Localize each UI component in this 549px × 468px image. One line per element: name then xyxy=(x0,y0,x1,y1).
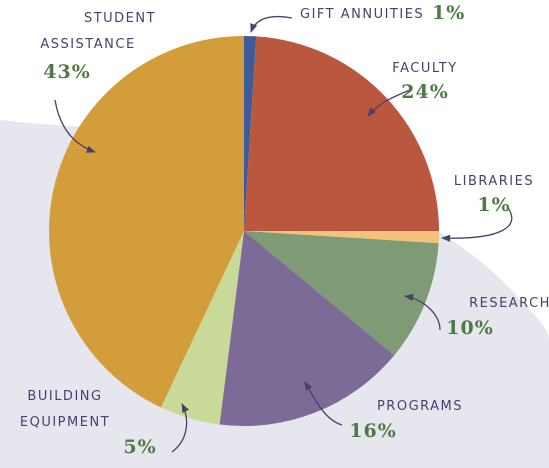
slice-value-label: 1% xyxy=(432,2,465,24)
pie-slice xyxy=(160,231,244,425)
pie-slice xyxy=(244,231,439,356)
pie-slice xyxy=(219,231,395,426)
slice-label: RESEARCH xyxy=(469,296,549,311)
pie-slice xyxy=(244,36,257,231)
slice-value-label: 1% xyxy=(477,194,510,216)
slice-value-label: 16% xyxy=(349,420,397,442)
pie-slice xyxy=(244,231,439,244)
slice-label: STUDENT ASSISTANCE xyxy=(40,11,156,52)
pie-slice xyxy=(49,36,244,408)
slice-value-label: 5% xyxy=(123,436,156,458)
slice-label: FACULTY xyxy=(392,61,457,76)
slice-label: LIBRARIES xyxy=(454,174,534,189)
slice-value-label: 10% xyxy=(446,317,494,339)
slice-label: PROGRAMS xyxy=(377,399,463,414)
slice-label: BUILDING EQUIPMENT xyxy=(20,389,110,430)
pie-slice xyxy=(244,36,439,231)
slice-value-label: 24% xyxy=(401,81,449,103)
slice-label: GIFT ANNUITIES xyxy=(300,7,424,22)
arrows xyxy=(54,15,513,453)
slice-value-label: 43% xyxy=(43,61,91,83)
